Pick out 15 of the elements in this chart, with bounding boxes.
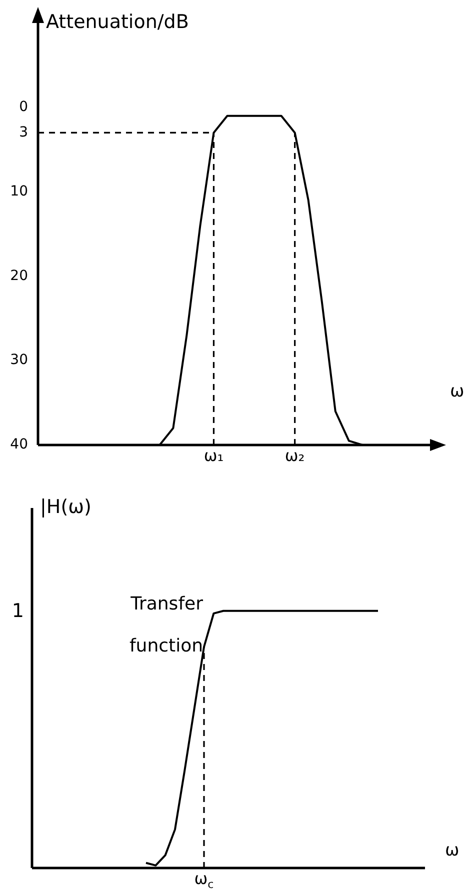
y-tick-label: 0 — [19, 99, 28, 116]
x-axis-title: ω — [450, 381, 464, 402]
y-tick-label: 3 — [19, 124, 28, 140]
y-tick-label: 30 — [10, 352, 28, 368]
text: 1 — [12, 600, 24, 622]
x-tick-label: ω₁ — [204, 446, 224, 465]
y-axis-title: |H(ω) — [40, 496, 92, 518]
x-axis-title: ω — [445, 840, 460, 860]
y-axis-title: Attenuation/dB — [46, 10, 189, 33]
y-tick-label: 40 — [10, 436, 28, 453]
y-tick-label: 10 — [10, 183, 28, 200]
x-tick-label: ω₂ — [284, 446, 305, 465]
text: ω$_{c}$ — [194, 869, 214, 891]
annotation: Transfer function — [129, 594, 204, 657]
y-tick-label: 20 — [10, 268, 28, 284]
